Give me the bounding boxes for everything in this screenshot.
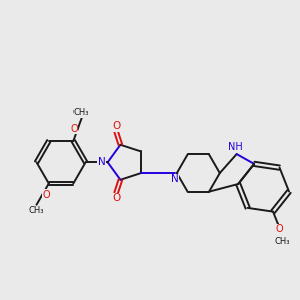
Text: CH₃: CH₃	[29, 206, 44, 215]
Text: CH₃: CH₃	[275, 237, 290, 246]
Text: O: O	[112, 121, 120, 131]
Text: CH₃: CH₃	[74, 108, 89, 117]
Text: NH: NH	[228, 142, 242, 152]
Text: O: O	[275, 224, 283, 234]
Text: N: N	[171, 174, 178, 184]
Text: O: O	[70, 124, 78, 134]
Text: O: O	[42, 190, 50, 200]
Text: CH₃: CH₃	[274, 237, 290, 246]
Text: N: N	[98, 157, 105, 167]
Text: O: O	[112, 194, 120, 203]
Text: N: N	[171, 174, 178, 184]
Text: CH₃: CH₃	[73, 108, 88, 117]
